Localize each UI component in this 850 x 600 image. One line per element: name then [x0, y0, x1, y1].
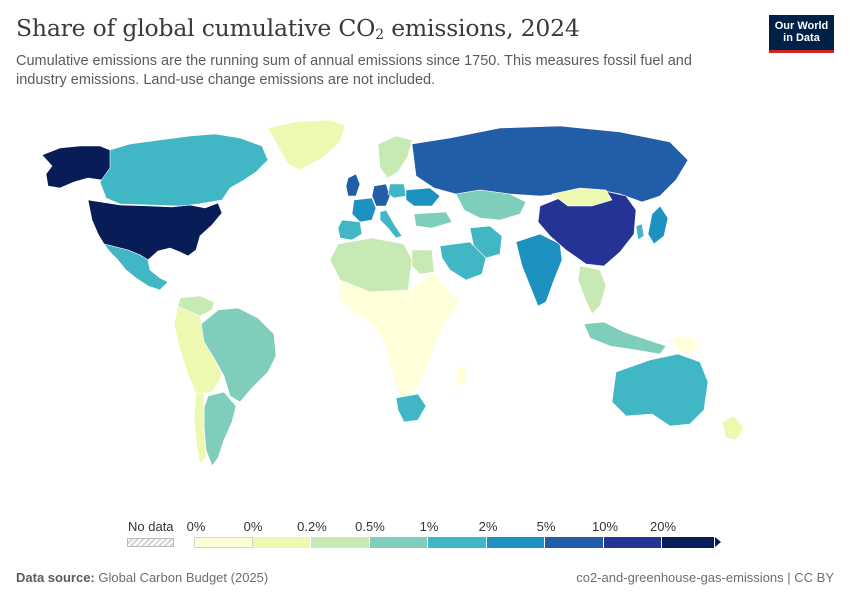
map-region-india[interactable]	[515, 233, 563, 307]
legend-tick-label: 5%	[536, 519, 556, 534]
map-region-southeast-asia[interactable]	[577, 265, 607, 315]
legend-no-data-label: No data	[128, 519, 174, 534]
chart-subtitle: Cumulative emissions are the running sum…	[16, 53, 692, 88]
legend-tick-label: 20%	[649, 519, 677, 534]
legend-tick-label: 0.2%	[297, 519, 327, 534]
map-region-mongolia[interactable]	[551, 187, 613, 207]
map-region-south-africa[interactable]	[395, 393, 427, 423]
legend-bin-0[interactable]	[194, 537, 253, 548]
data-source-text[interactable]: Global Carbon Budget (2025)	[98, 570, 269, 585]
map-region-poland[interactable]	[387, 183, 407, 199]
legend-bin-5[interactable]	[486, 537, 545, 548]
title-subscript: 2	[375, 27, 384, 43]
legend-tick-label: 1%	[419, 519, 439, 534]
map-region-united-kingdom[interactable]	[345, 173, 361, 197]
map-region-france[interactable]	[351, 197, 377, 223]
map-region-brazil[interactable]	[199, 307, 277, 403]
owid-logo[interactable]: Our World in Data	[769, 15, 834, 53]
map-region-egypt[interactable]	[411, 249, 435, 275]
world-map[interactable]	[0, 110, 850, 510]
map-region-papua-new-guinea[interactable]	[671, 335, 701, 355]
map-region-spain[interactable]	[337, 219, 363, 241]
legend-bin-2[interactable]	[311, 537, 370, 548]
chart-title: Share of global cumulative CO2 emissions…	[16, 14, 580, 43]
map-region-south-korea[interactable]	[635, 223, 645, 241]
legend-bin-6[interactable]	[545, 537, 604, 548]
map-region-australia[interactable]	[611, 353, 709, 427]
map-region-greenland[interactable]	[267, 119, 346, 171]
map-region-saudi-arabia[interactable]	[439, 241, 487, 281]
logo-line-1: Our World	[774, 20, 829, 32]
map-region-russia[interactable]	[411, 125, 689, 203]
legend-tick-label: 0%	[186, 519, 206, 534]
map-region-new-zealand[interactable]	[721, 415, 745, 441]
data-source-label: Data source:	[16, 570, 95, 585]
chart-slug-license[interactable]: co2-and-greenhouse-gas-emissions | CC BY	[576, 570, 834, 585]
legend-bin-7[interactable]	[603, 537, 662, 548]
legend-tick-label: 0%	[243, 519, 263, 534]
legend-bin-3[interactable]	[369, 537, 428, 548]
map-region-argentina[interactable]	[203, 391, 237, 467]
map-region-turkey[interactable]	[413, 211, 453, 229]
map-region-ukraine[interactable]	[405, 187, 441, 207]
legend-color-bins[interactable]	[194, 537, 724, 550]
map-region-mexico[interactable]	[103, 243, 169, 291]
title-main: Share of global cumulative CO	[16, 14, 376, 42]
map-region-kazakhstan[interactable]	[455, 189, 527, 221]
map-region-germany[interactable]	[371, 183, 391, 207]
map-region-chile[interactable]	[193, 393, 207, 465]
map-region-canada[interactable]	[99, 133, 269, 207]
map-region-japan[interactable]	[647, 205, 669, 245]
map-region-united-states[interactable]	[87, 199, 223, 261]
legend-bin-4[interactable]	[428, 537, 487, 548]
map-region-madagascar[interactable]	[455, 365, 467, 389]
legend-tick-label: 2%	[478, 519, 498, 534]
legend-tick-label: 0.5%	[355, 519, 385, 534]
map-region-indonesia[interactable]	[583, 321, 667, 355]
logo-line-2: in Data	[783, 32, 820, 44]
legend-no-data-swatch[interactable]	[127, 538, 174, 547]
map-region-sub-saharan-africa[interactable]	[337, 271, 461, 401]
title-tail: emissions, 2024	[383, 14, 580, 42]
data-source: Data source: Global Carbon Budget (2025)	[16, 570, 268, 585]
legend-tick-labels: 0% 0% 0.2% 0.5% 1% 2% 5% 10% 20%	[0, 519, 850, 537]
legend-tick-label: 10%	[591, 519, 619, 534]
map-region-scandinavia[interactable]	[377, 135, 413, 179]
legend-arrow	[714, 537, 721, 547]
legend-bin-1[interactable]	[252, 537, 311, 548]
map-region-italy[interactable]	[379, 209, 403, 239]
map-region-rest-of-south-america[interactable]	[173, 305, 223, 395]
legend-bin-8[interactable]	[662, 537, 715, 548]
